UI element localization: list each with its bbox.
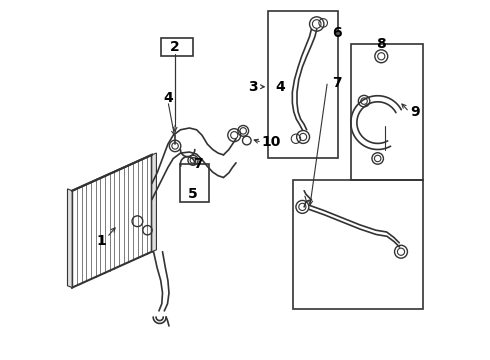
Text: 7: 7 [193,157,203,171]
Text: 4: 4 [275,80,285,94]
Polygon shape [68,189,72,288]
Text: 2: 2 [170,40,180,54]
Text: 5: 5 [188,187,198,201]
Text: 8: 8 [376,37,386,51]
Polygon shape [152,153,156,252]
Text: 10: 10 [261,135,280,149]
Text: 9: 9 [410,105,419,119]
Text: 7: 7 [332,76,341,90]
Text: 6: 6 [332,26,341,40]
Text: 1: 1 [97,234,106,248]
Text: 3: 3 [248,80,258,94]
Text: 4: 4 [163,90,173,104]
Polygon shape [72,155,152,288]
